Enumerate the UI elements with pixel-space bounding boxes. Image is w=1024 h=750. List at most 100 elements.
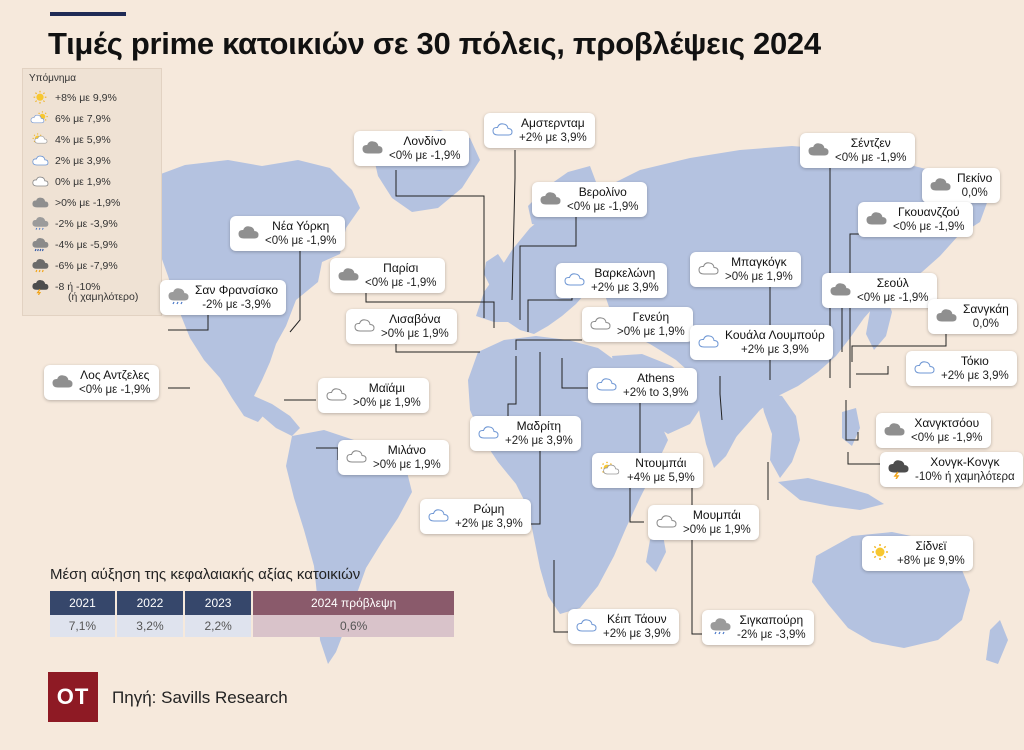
- city-name: Μαϊάμι: [368, 381, 405, 395]
- legend-item: -6% με -7,9%: [29, 255, 155, 276]
- grey-cloud-icon: [362, 141, 383, 154]
- light-blue-cloud-icon: [478, 426, 499, 439]
- city-name: Πεκίνο: [957, 171, 993, 185]
- city-forecast: +8% με 9,9%: [897, 554, 965, 567]
- city-forecast: <0% με -1,9%: [567, 200, 639, 213]
- light-rain-icon: [168, 288, 189, 305]
- central-america-landmass: [254, 396, 300, 436]
- city-name: Σέντζεν: [850, 136, 891, 150]
- city-card: Χανγκτσόου <0% με -1,9%: [876, 413, 991, 448]
- city-name: Χανγκτσόου: [914, 416, 980, 430]
- year-value: 3,2%: [115, 615, 186, 637]
- europe-landmass: [476, 192, 628, 334]
- city-name: Κέιπ Τάουν: [607, 612, 667, 626]
- city-name: Βερολίνο: [578, 185, 627, 199]
- city-card: Μαϊάμι >0% με 1,9%: [318, 378, 429, 413]
- city-name: Λονδίνο: [403, 134, 447, 148]
- sun-icon: [33, 90, 47, 104]
- legend-item-label: 2% με 3,9%: [55, 154, 111, 167]
- legend-item: >0% με -1,9%: [29, 192, 155, 213]
- city-forecast: >0% με 1,9%: [373, 458, 441, 471]
- legend-item-label: -8 ή -10%: [55, 280, 101, 293]
- white-cloud-icon: [656, 515, 677, 528]
- city-forecast: +2% με 3,9%: [591, 281, 659, 294]
- city-card: Σίδνεϊ +8% με 9,9%: [862, 536, 973, 571]
- light-rain-icon: [710, 618, 731, 635]
- legend-item-label: 6% με 7,9%: [55, 112, 111, 125]
- avg-growth-table: 2021 2022 2023 2024 πρόβλεψη 7,1% 3,2% 2…: [50, 591, 456, 637]
- light-blue-cloud-icon: [596, 378, 617, 391]
- light-blue-cloud-icon: [564, 273, 585, 286]
- grey-cloud-icon: [866, 212, 887, 225]
- grey-cloud-icon: [808, 143, 829, 156]
- city-card: Τόκιο +2% με 3,9%: [906, 351, 1017, 386]
- legend-item-label: -4% με -5,9%: [55, 238, 118, 251]
- city-forecast: 0,0%: [961, 186, 988, 199]
- city-forecast: +2% με 3,9%: [603, 627, 671, 640]
- city-card: Μαδρίτη +2% με 3,9%: [470, 416, 581, 451]
- rain-icon: [32, 237, 49, 251]
- africa-landmass: [468, 336, 668, 614]
- white-cloud-icon: [698, 262, 719, 275]
- grey-cloud-icon: [830, 283, 851, 296]
- light-rain-icon: [32, 216, 49, 230]
- city-forecast: +2% με 3,9%: [505, 434, 573, 447]
- uk-landmass: [484, 254, 506, 286]
- city-card: Σεούλ <0% με -1,9%: [822, 273, 937, 308]
- city-name: Σιγκαπούρη: [739, 613, 804, 627]
- city-name: Νέα Υόρκη: [272, 219, 330, 233]
- city-name: Τόκιο: [960, 354, 989, 368]
- legend-item: 4% με 5,9%: [29, 129, 155, 150]
- city-card: Λος Αντζελες <0% με -1,9%: [44, 365, 159, 400]
- city-forecast: <0% με -1,9%: [389, 149, 461, 162]
- city-card: Μουμπάι >0% με 1,9%: [648, 505, 759, 540]
- grey-cloud-icon: [338, 268, 359, 281]
- city-card: Σέντζεν <0% με -1,9%: [800, 133, 915, 168]
- legend-item-label: 0% με 1,9%: [55, 175, 111, 188]
- city-name: Λος Αντζελες: [80, 368, 150, 382]
- storm-icon: [32, 279, 49, 295]
- legend-item: -4% με -5,9%: [29, 234, 155, 255]
- city-forecast: +2% με 3,9%: [941, 369, 1009, 382]
- city-name: Athens: [637, 371, 675, 385]
- grey-cloud-icon: [930, 178, 951, 191]
- city-forecast: >0% με 1,9%: [725, 270, 793, 283]
- grey-cloud-icon: [32, 197, 49, 207]
- white-cloud-icon: [326, 388, 347, 401]
- city-card: Κουάλα Λουμπούρ +2% με 3,9%: [690, 325, 833, 360]
- city-forecast: <0% με -1,9%: [835, 151, 907, 164]
- light-blue-cloud-icon: [428, 509, 449, 522]
- forecast-header: 2024 πρόβλεψη: [252, 591, 456, 615]
- light-blue-cloud-icon: [32, 155, 49, 165]
- legend-items: +8% με 9,9% 6% με 7,9% 4% με 5,9% 2% με 3,9…: [29, 87, 155, 297]
- grey-cloud-icon: [540, 192, 561, 205]
- legend-item: 2% με 3,9%: [29, 150, 155, 171]
- city-forecast: <0% με -1,9%: [265, 234, 337, 247]
- madagascar-landmass: [646, 530, 666, 572]
- legend-heading: Υπόμνημα: [29, 73, 76, 84]
- city-name: Σαν Φρανσίσκο: [195, 283, 279, 297]
- city-card: Σαν Φρανσίσκο -2% με -3,9%: [160, 280, 287, 315]
- legend-item: -2% με -3,9%: [29, 213, 155, 234]
- city-forecast: +2% με 3,9%: [741, 343, 809, 356]
- city-forecast: +2% to 3,9%: [623, 386, 689, 399]
- white-cloud-icon: [590, 317, 611, 330]
- source-note: Πηγή: Savills Research: [112, 688, 288, 707]
- city-card: Χονγκ-Κονγκ -10% ή χαμηλότερα: [880, 452, 1023, 487]
- city-card: Αμστερνταμ +2% με 3,9%: [484, 113, 595, 148]
- legend-item-label: 4% με 5,9%: [55, 133, 111, 146]
- grey-cloud-icon: [936, 309, 957, 322]
- legend-item-label: >0% με -1,9%: [55, 196, 121, 209]
- city-name: Κουάλα Λουμπούρ: [725, 328, 825, 342]
- city-forecast: <0% με -1,9%: [893, 220, 965, 233]
- page-title: Τιμές prime κατοικιών σε 30 πόλεις, προβ…: [48, 26, 821, 61]
- city-card: Βερολίνο <0% με -1,9%: [532, 182, 647, 217]
- city-name: Σεούλ: [876, 276, 909, 290]
- heavy-rain-icon: [32, 258, 49, 272]
- legend-item: 6% με 7,9%: [29, 108, 155, 129]
- city-forecast: <0% με -1,9%: [79, 383, 151, 396]
- city-forecast: -2% με -3,9%: [202, 298, 271, 311]
- forecast-value: 0,6%: [252, 615, 456, 637]
- city-name: Γκουανζζού: [897, 205, 960, 219]
- city-forecast: <0% με -1,9%: [365, 276, 437, 289]
